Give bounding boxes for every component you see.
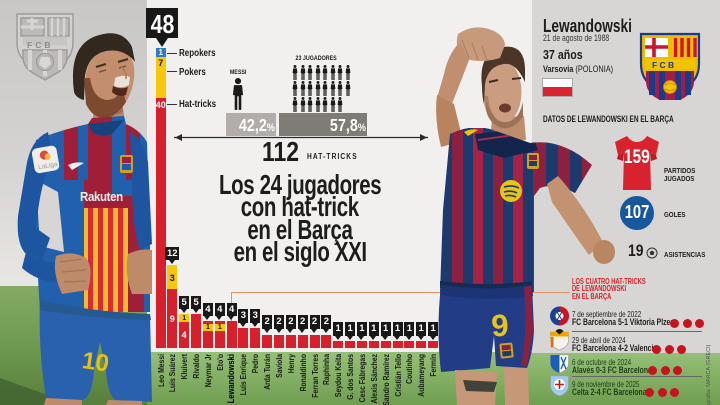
svg-text:10: 10 <box>80 347 110 377</box>
svg-text:Rakuten: Rakuten <box>80 190 123 205</box>
svg-text:FCB: FCB <box>27 40 53 50</box>
svg-text:9: 9 <box>490 308 509 344</box>
svg-text:LaLiga: LaLiga <box>38 161 59 171</box>
svg-text:F C B: F C B <box>652 60 674 70</box>
